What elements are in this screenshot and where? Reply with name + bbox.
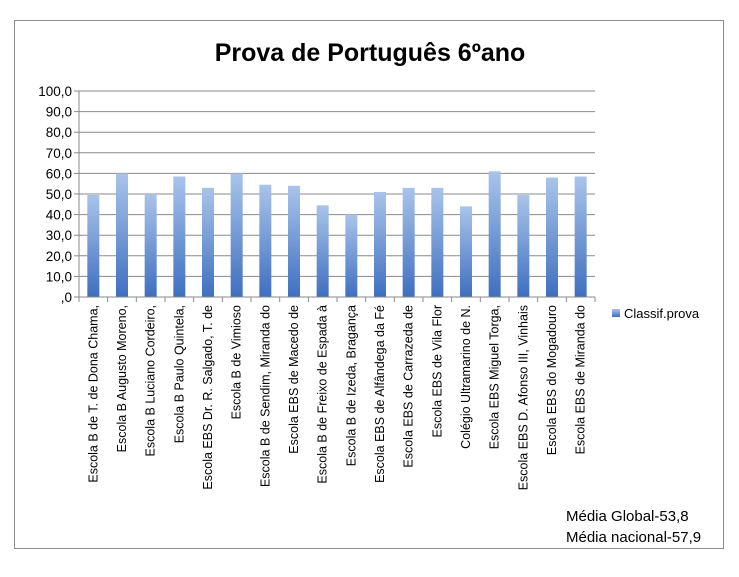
x-category-label: Escola EBS de Vila Flor — [430, 305, 444, 437]
x-category-label: Colégio Ultramarino de N. — [459, 305, 473, 449]
bar — [173, 176, 186, 297]
bar — [144, 194, 157, 297]
y-tick-label: 10,0 — [46, 269, 72, 284]
chart-title: Prova de Português 6ºano — [215, 39, 526, 67]
x-category-label: Escola B Luciano Cordeiro, — [144, 305, 158, 456]
x-category-label: Escola EBS Miguel Torga, — [488, 305, 502, 449]
bar — [402, 187, 415, 297]
x-category-label: Escola EBS D. Afonso III, Vinhais — [516, 305, 530, 490]
y-tick-label: 30,0 — [46, 228, 72, 243]
x-category-label: Escola EBS de Alfândega da Fé — [373, 305, 387, 483]
x-category-label: Escola EBS do Mogadouro — [545, 305, 559, 455]
y-tick-label: 70,0 — [46, 146, 72, 161]
x-axis: Escola B de T. de Dona Chama, Escola B Au… — [78, 296, 596, 490]
note-media-global: Média Global-53,8 — [566, 508, 689, 525]
bar — [288, 185, 300, 297]
y-tick-label: 20,0 — [46, 249, 72, 264]
y-tick-label: 40,0 — [46, 208, 72, 223]
legend: Classif.prova — [612, 306, 700, 321]
legend-swatch — [612, 309, 620, 317]
y-tick-label: 100,0 — [38, 84, 72, 99]
x-category-label: Escola EBS de Carrazeda de — [402, 305, 416, 468]
y-tick-label: 50,0 — [46, 187, 72, 202]
x-category-label: Escola B de Sendim, Miranda do — [258, 305, 272, 487]
bar — [431, 187, 444, 297]
x-category-label: Escola B Paulo Quintela, — [172, 305, 186, 443]
chart-frame: Prova de Português 6ºano 100,0 90,0 80,0 70… — [14, 20, 724, 549]
bar — [316, 205, 329, 297]
x-category-label: Escola B Augusto Moreno, — [115, 305, 129, 452]
bar — [87, 195, 100, 297]
bar-chart: Prova de Português 6ºano 100,0 90,0 80,0 70… — [38, 39, 701, 546]
x-category-label: Escola B de Freixo de Espada à — [316, 305, 330, 484]
bar — [259, 184, 272, 297]
y-tick-label: 60,0 — [46, 166, 72, 181]
x-category-label: Escola B de Izeda, Bragança — [344, 305, 358, 466]
bar — [202, 187, 214, 297]
y-tick-label: ,0 — [61, 290, 72, 305]
bar — [574, 176, 587, 297]
note-media-nacional: Média nacional-57,9 — [566, 529, 701, 546]
bar — [460, 206, 472, 297]
bars — [87, 171, 587, 297]
x-category-label: Escola B de Vimioso — [230, 305, 244, 419]
y-axis: 100,0 90,0 80,0 70,0 60,0 50,0 40,0 30,0 20,0 10,… — [38, 84, 80, 305]
y-tick-label: 80,0 — [46, 125, 72, 140]
bar — [374, 191, 386, 297]
bar — [517, 195, 530, 297]
x-category-label: Escola EBS de Macedo de — [287, 305, 301, 454]
y-tick-label: 90,0 — [46, 105, 72, 120]
legend-label: Classif.prova — [624, 306, 700, 321]
bar — [116, 173, 128, 297]
x-category-label: Escola EBS Dr. R. Salgado, T. de — [201, 305, 215, 490]
bar — [546, 177, 558, 297]
x-category-label: Escola EBS de Miranda do — [574, 305, 588, 454]
bar — [345, 214, 358, 297]
bar — [230, 173, 243, 297]
x-category-label: Escola B de T. de Dona Chama, — [86, 305, 100, 483]
bar — [488, 171, 501, 297]
